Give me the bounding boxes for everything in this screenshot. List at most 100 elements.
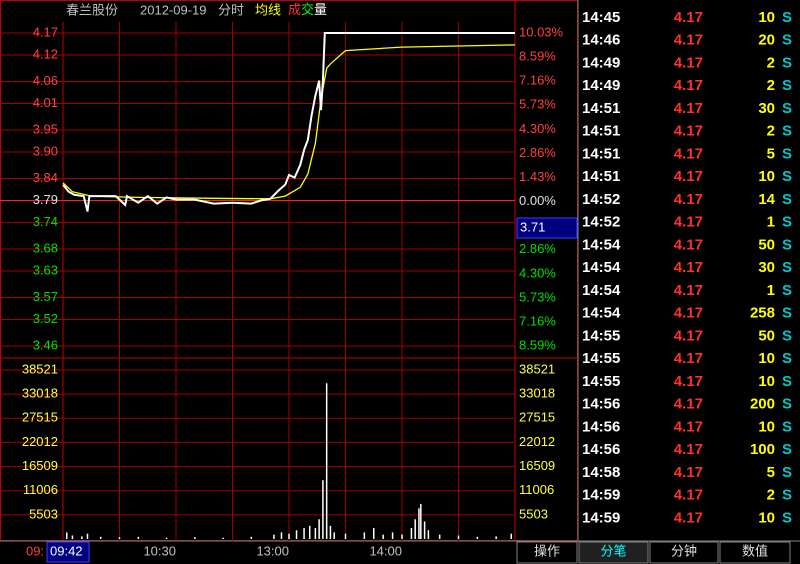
trade-volume: 258 bbox=[750, 305, 775, 322]
trade-price: 4.17 bbox=[674, 77, 703, 94]
trade-time: 14:49 bbox=[582, 77, 620, 94]
y-tick-label: 4.06 bbox=[33, 73, 58, 88]
trade-time: 14:59 bbox=[582, 487, 620, 504]
tab[interactable] bbox=[649, 541, 719, 564]
trade-volume: 200 bbox=[750, 396, 775, 413]
trade-time: 14:52 bbox=[582, 191, 620, 208]
tab-label[interactable]: 分钟 bbox=[671, 543, 697, 558]
y2-tick-label: 7.16% bbox=[519, 313, 556, 328]
y2-tick-label: 4.30% bbox=[519, 121, 556, 136]
tab-label[interactable]: 操作 bbox=[534, 543, 560, 558]
y-tick-label: 4.12 bbox=[33, 46, 58, 61]
trade-volume: 5 bbox=[767, 145, 775, 162]
price-line bbox=[62, 32, 515, 212]
trade-side: S bbox=[782, 350, 792, 367]
trade-price: 4.17 bbox=[674, 259, 703, 276]
trade-side: S bbox=[782, 373, 792, 390]
trade-time: 14:56 bbox=[582, 441, 620, 458]
trade-side: S bbox=[782, 77, 792, 94]
v-tick-label: 22012 bbox=[22, 434, 58, 449]
y2-tick-label: 1.43% bbox=[519, 169, 556, 184]
trade-time: 14:55 bbox=[582, 373, 620, 390]
trade-side: S bbox=[782, 123, 792, 140]
trade-side: S bbox=[782, 236, 792, 253]
tab[interactable] bbox=[578, 541, 649, 564]
trade-time: 14:52 bbox=[582, 214, 620, 231]
trade-side: S bbox=[782, 464, 792, 481]
v-tick-label: 38521 bbox=[22, 361, 58, 376]
v-tick-label: 11006 bbox=[519, 482, 554, 497]
trade-volume: 14 bbox=[758, 191, 775, 208]
trade-time: 14:51 bbox=[582, 168, 620, 185]
trade-time: 14:51 bbox=[582, 100, 620, 117]
trade-side: S bbox=[782, 441, 792, 458]
trade-time: 14:55 bbox=[582, 350, 620, 367]
trade-volume: 10 bbox=[758, 168, 775, 185]
trade-time: 14:51 bbox=[582, 123, 620, 140]
trade-volume: 10 bbox=[758, 9, 775, 26]
legend-char: 交 bbox=[301, 2, 314, 17]
trade-price: 4.17 bbox=[674, 100, 703, 117]
trade-volume: 10 bbox=[758, 509, 775, 526]
trade-side: S bbox=[782, 487, 792, 504]
trade-price: 4.17 bbox=[674, 32, 703, 49]
trade-price: 4.17 bbox=[674, 509, 703, 526]
trade-price: 4.17 bbox=[674, 54, 703, 71]
trade-volume: 2 bbox=[767, 123, 775, 140]
trade-volume: 100 bbox=[750, 441, 775, 458]
trade-price: 4.17 bbox=[674, 418, 703, 435]
trade-volume: 2 bbox=[767, 77, 775, 94]
v-tick-label: 11006 bbox=[23, 482, 58, 497]
x-tick-label: 13:00 bbox=[256, 543, 289, 558]
trade-volume: 10 bbox=[758, 373, 775, 390]
trade-time: 14:51 bbox=[582, 145, 620, 162]
trade-volume: 1 bbox=[767, 214, 775, 231]
y-tick-label: 3.57 bbox=[33, 289, 58, 304]
trade-volume: 20 bbox=[758, 32, 775, 49]
x-tick-label: 09: bbox=[26, 543, 44, 558]
tab-bar: 操作 分笔 分钟 数值 bbox=[516, 541, 791, 564]
trade-price: 4.17 bbox=[674, 145, 703, 162]
trade-price: 4.17 bbox=[674, 305, 703, 322]
trade-time: 14:56 bbox=[582, 418, 620, 435]
v-tick-label: 5503 bbox=[29, 506, 58, 521]
trade-price: 4.17 bbox=[674, 396, 703, 413]
date: 2012-09-19 bbox=[140, 2, 207, 17]
trade-time: 14:58 bbox=[582, 464, 620, 481]
trade-time: 14:46 bbox=[582, 32, 620, 49]
legend-char: 成 bbox=[288, 2, 301, 17]
tab-label[interactable]: 数值 bbox=[742, 543, 768, 558]
trade-time: 14:56 bbox=[582, 396, 620, 413]
trade-time: 14:54 bbox=[582, 305, 621, 322]
y-tick-label: 3.74 bbox=[33, 214, 58, 229]
stock-name: 春兰股份 bbox=[66, 2, 118, 17]
x-tick-label: 10:30 bbox=[143, 543, 176, 558]
trade-time: 14:55 bbox=[582, 327, 620, 344]
trade-volume: 50 bbox=[758, 327, 775, 344]
v-tick-label: 33018 bbox=[519, 386, 555, 401]
y-tick-label: 3.68 bbox=[33, 240, 58, 255]
tab[interactable] bbox=[516, 541, 578, 564]
trade-price: 4.17 bbox=[674, 487, 703, 504]
y2-tick-label: 0.00% bbox=[519, 193, 556, 208]
trade-side: S bbox=[782, 9, 792, 26]
average-line bbox=[62, 44, 516, 200]
tab[interactable] bbox=[719, 541, 791, 564]
trade-price: 4.17 bbox=[674, 9, 703, 26]
tab-label[interactable]: 分笔 bbox=[600, 543, 626, 558]
trade-side: S bbox=[782, 259, 792, 276]
trade-list: 14:45 4.17 10 S14:46 4.17 20 S14:49 4.17 2 S14:49… bbox=[582, 9, 792, 527]
trade-side: S bbox=[782, 509, 792, 526]
trade-price: 4.17 bbox=[674, 123, 703, 140]
v-tick-label: 27515 bbox=[519, 410, 555, 425]
y2-tick-label: 7.16% bbox=[519, 73, 556, 88]
trade-time: 14:49 bbox=[582, 54, 620, 71]
trade-side: S bbox=[782, 214, 792, 231]
trade-side: S bbox=[782, 100, 792, 117]
y-tick-label: 3.90 bbox=[33, 143, 58, 158]
trade-time: 14:54 bbox=[582, 282, 621, 299]
trade-side: S bbox=[782, 282, 792, 299]
trade-volume: 30 bbox=[758, 100, 775, 117]
y2-tick-label: 8.59% bbox=[519, 49, 556, 64]
